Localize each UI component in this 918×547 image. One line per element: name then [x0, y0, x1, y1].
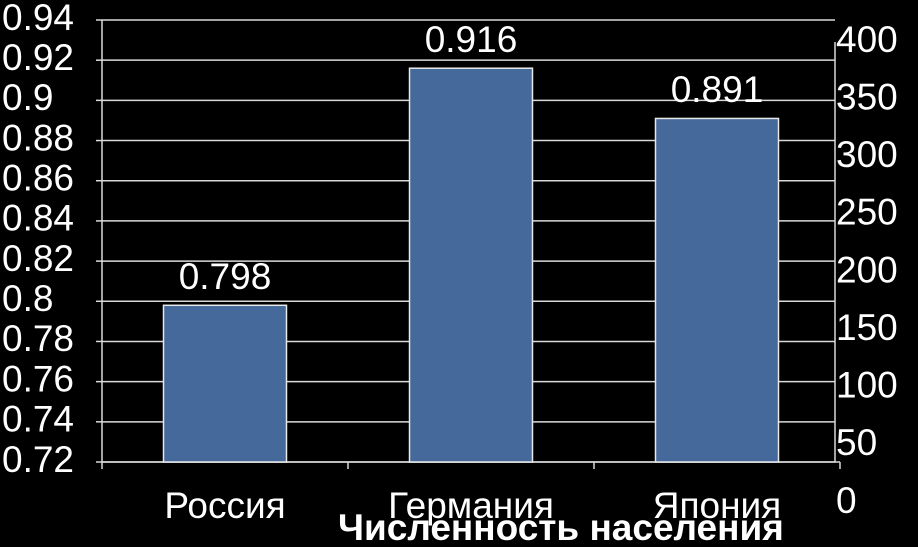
y-tick-label: 0.9	[2, 77, 53, 118]
y2-tick-label: 100	[836, 365, 898, 406]
y-tick-label: 0.72	[2, 439, 74, 480]
x-tick-label: Германия	[388, 485, 554, 526]
y2-tick-label: 300	[836, 134, 898, 175]
y-tick-label: 0.74	[2, 399, 74, 440]
y-tick-label: 0.82	[2, 238, 74, 279]
y-tick-label: 0.94	[2, 0, 74, 38]
y-tick-label: 0.84	[2, 198, 74, 239]
value-label: 0.798	[179, 256, 272, 297]
value-label: 0.891	[671, 69, 764, 110]
y-tick-label: 0.8	[2, 278, 53, 319]
y-tick-label: 0.78	[2, 318, 74, 359]
bar	[408, 67, 534, 463]
y2-tick-label: 0	[836, 480, 857, 521]
annotation: Численность населения	[338, 507, 784, 547]
y2-tick-label: 400	[836, 19, 898, 60]
y2-tick-label: 250	[836, 192, 898, 233]
y-tick-label: 0.92	[2, 37, 74, 78]
y-tick-label: 0.76	[2, 358, 74, 399]
y-tick-label: 0.88	[2, 117, 74, 158]
y-tick-label: 0.86	[2, 158, 74, 199]
y2-tick-label: 150	[836, 307, 898, 348]
y2-tick-label: 350	[836, 76, 898, 117]
value-label: 0.916	[425, 19, 518, 60]
x-tick-label: Россия	[164, 485, 285, 526]
bar	[654, 117, 780, 463]
y2-tick-label: 200	[836, 249, 898, 290]
bar	[162, 304, 288, 463]
y2-tick-label: 50	[836, 422, 877, 463]
x-tick-label: Япония	[653, 485, 781, 526]
